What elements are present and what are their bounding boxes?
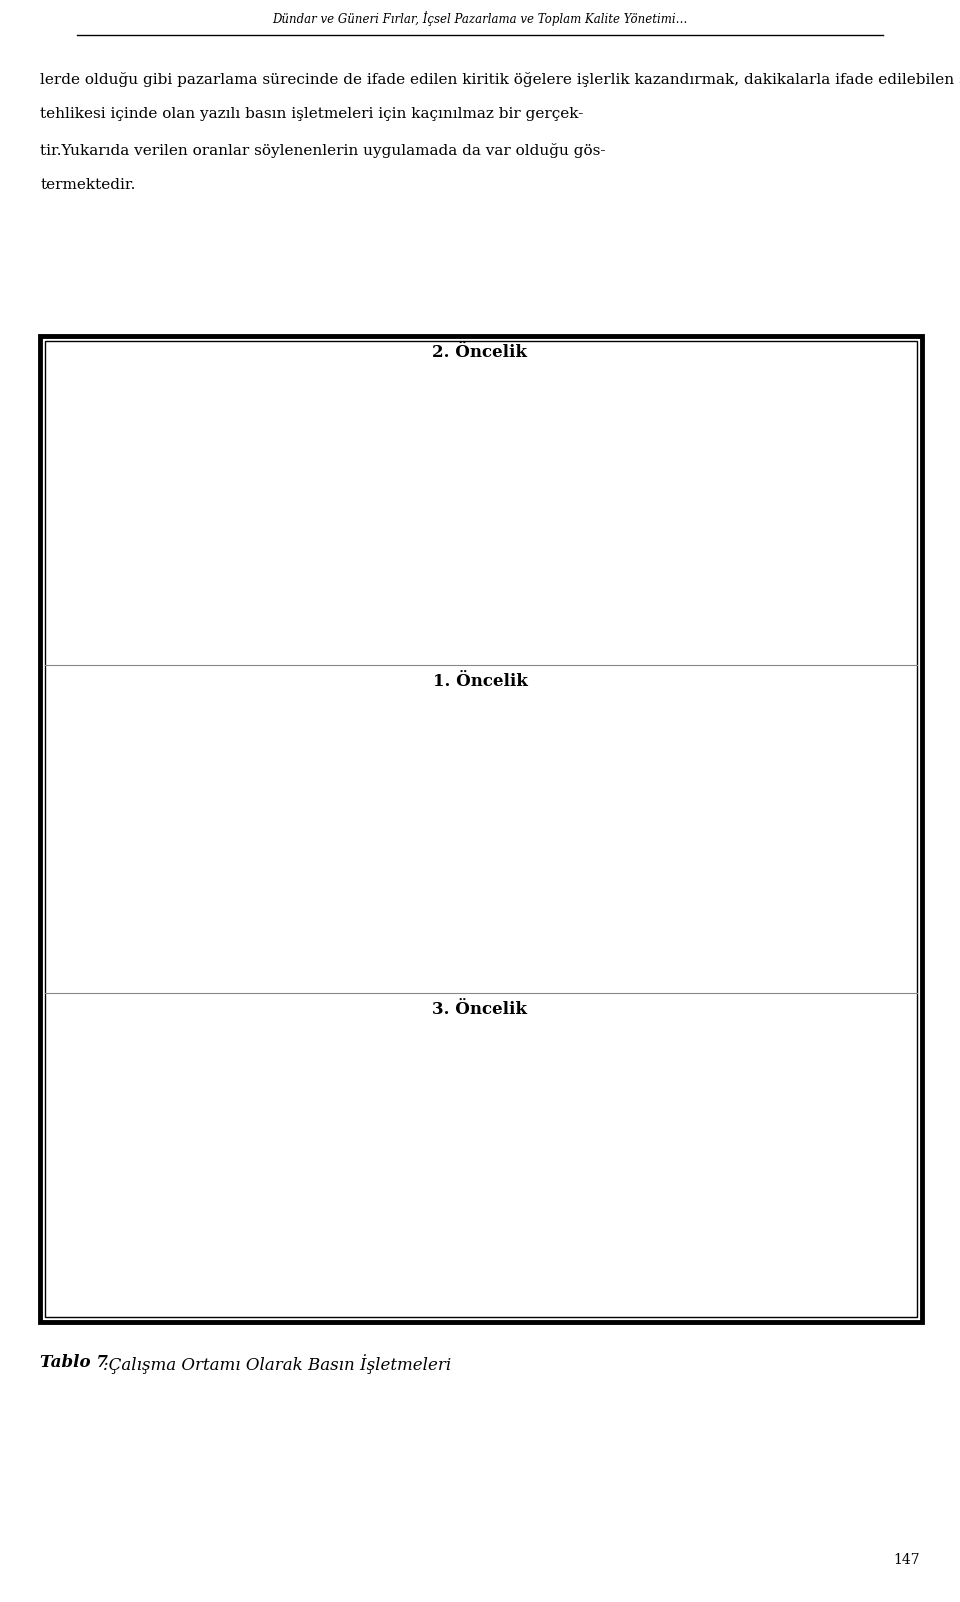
- Text: Fikir Paylaşımı: Fikir Paylaşımı: [563, 564, 662, 577]
- Text: Dündar ve Güneri Fırlar, İçsel Pazarlama ve Toplam Kalite Yönetimi…: Dündar ve Güneri Fırlar, İçsel Pazarlama…: [273, 11, 687, 26]
- Polygon shape: [174, 835, 275, 897]
- Text: 9%: 9%: [233, 575, 253, 588]
- Text: 3%: 3%: [165, 1226, 185, 1240]
- Polygon shape: [156, 835, 230, 889]
- Text: Bütünleşme+Verimlilik: Bütünleşme+Verimlilik: [560, 1261, 706, 1274]
- Text: 39%: 39%: [85, 1129, 113, 1144]
- Text: 26%: 26%: [355, 500, 383, 513]
- Text: lerde olduğu gibi pazarlama sürecinde de ifade edilen kiritik öğelere işlerlik k: lerde olduğu gibi pazarlama sürecinde de…: [40, 72, 960, 87]
- Text: Grupsal Başarım: Grupsal Başarım: [560, 1069, 666, 1081]
- Polygon shape: [116, 831, 230, 875]
- Bar: [512, 606, 550, 622]
- Polygon shape: [142, 835, 230, 883]
- Text: 1. Öncelik: 1. Öncelik: [433, 673, 527, 690]
- Text: 29%: 29%: [326, 1109, 354, 1123]
- Polygon shape: [273, 551, 308, 578]
- Bar: [40, 336, 922, 1322]
- Text: Bütünleşme+Verimlilik: Bütünleşme+Verimlilik: [563, 607, 717, 620]
- Polygon shape: [156, 883, 174, 902]
- Polygon shape: [230, 772, 344, 835]
- Bar: [512, 891, 550, 907]
- Text: Örgüt, merkazdir: Örgüt, merkazdir: [563, 806, 679, 820]
- Text: 3%: 3%: [121, 881, 141, 894]
- Bar: [512, 433, 550, 450]
- Bar: [512, 389, 550, 407]
- Text: Sosyal+Siyasal Eşitlik: Sosyal+Siyasal Eşitlik: [563, 434, 711, 447]
- Polygon shape: [209, 564, 273, 582]
- Text: Sosyal+Siyasal Eşitlik: Sosyal+Siyasal Eşitlik: [560, 1107, 701, 1120]
- Polygon shape: [308, 460, 345, 566]
- Bar: [45, 341, 917, 1317]
- Polygon shape: [157, 1163, 230, 1218]
- Bar: [512, 847, 550, 865]
- Text: Tablo 7: Tablo 7: [40, 1354, 108, 1371]
- Polygon shape: [116, 1101, 230, 1211]
- Text: Açık, Katılımcı
Yönetim: Açık, Katılımcı Yönetim: [563, 843, 660, 870]
- Text: 3%: 3%: [141, 891, 160, 904]
- Text: 15%: 15%: [208, 904, 236, 916]
- Text: 12%: 12%: [268, 428, 296, 441]
- Polygon shape: [116, 444, 230, 567]
- Text: Açık, Katılımcı Yönetim: Açık, Katılımcı Yönetim: [560, 1184, 707, 1197]
- Polygon shape: [230, 444, 308, 506]
- Text: 24%: 24%: [309, 771, 337, 783]
- Text: 147: 147: [893, 1552, 920, 1567]
- Polygon shape: [230, 506, 308, 564]
- Text: Grupsal Başarım: Grupsal Başarım: [563, 719, 675, 734]
- Text: Grupsal Başarım: Grupsal Başarım: [563, 391, 675, 405]
- Bar: [512, 1259, 547, 1274]
- Bar: [512, 519, 550, 537]
- Text: 2. Öncelik: 2. Öncelik: [433, 344, 527, 362]
- Text: Açık, Katılımcı Yönetim: Açık, Katılımcı Yönetim: [563, 521, 718, 533]
- Polygon shape: [209, 506, 273, 569]
- Polygon shape: [275, 828, 345, 905]
- Text: 3. Öncelik: 3. Öncelik: [433, 1001, 527, 1019]
- Polygon shape: [116, 1101, 230, 1224]
- Polygon shape: [230, 1101, 345, 1177]
- Text: 12%: 12%: [84, 852, 112, 865]
- Text: 3%: 3%: [142, 1219, 162, 1232]
- Polygon shape: [157, 1211, 176, 1232]
- Polygon shape: [116, 772, 230, 835]
- Text: Sosyal+Siyasal Eşitlik: Sosyal+Siyasal Eşitlik: [563, 763, 711, 775]
- Text: tir.Yukarıda verilen oranlar söylenenlerin uygulamada da var olduğu gös-: tir.Yukarıda verilen oranlar söylenenler…: [40, 143, 606, 157]
- Bar: [512, 761, 550, 779]
- Polygon shape: [230, 1101, 345, 1192]
- Text: termektedir.: termektedir.: [40, 178, 135, 192]
- Bar: [512, 1182, 547, 1198]
- Text: :Çalışma Ortamı Olarak Basın İşletmeleri: :Çalışma Ortamı Olarak Basın İşletmeleri: [103, 1354, 451, 1373]
- Polygon shape: [230, 460, 345, 551]
- Polygon shape: [142, 875, 156, 896]
- Text: 0%: 0%: [272, 570, 292, 583]
- Text: Fikir Paylaşımı: Fikir Paylaşımı: [563, 892, 662, 905]
- Bar: [512, 1144, 547, 1160]
- Text: 26%: 26%: [283, 1224, 311, 1237]
- Text: 6%: 6%: [295, 564, 315, 577]
- Text: 25%: 25%: [120, 772, 148, 785]
- Polygon shape: [116, 831, 142, 888]
- Polygon shape: [174, 889, 275, 910]
- Text: Örgüt, merkazdir: Örgüt, merkazdir: [563, 477, 679, 492]
- Polygon shape: [116, 444, 230, 582]
- Text: 47%: 47%: [78, 492, 106, 505]
- Text: Fikir Paylaşımı: Fikir Paylaşımı: [560, 1222, 654, 1235]
- Text: 21%: 21%: [336, 867, 364, 879]
- Bar: [512, 1069, 547, 1083]
- Polygon shape: [195, 1163, 341, 1226]
- Text: 0%3%: 0%3%: [143, 1224, 183, 1237]
- Text: Örgüt, merkazdir: Örgüt, merkazdir: [560, 1144, 670, 1160]
- Text: Bütünleşme+Verimlilik: Bütünleşme+Verimlilik: [563, 936, 717, 948]
- Polygon shape: [195, 1177, 341, 1238]
- Polygon shape: [176, 1218, 195, 1235]
- Bar: [512, 1221, 547, 1235]
- Bar: [512, 718, 550, 735]
- Polygon shape: [230, 828, 345, 892]
- Bar: [512, 476, 550, 493]
- Bar: [512, 804, 550, 822]
- Bar: [512, 1107, 547, 1121]
- Bar: [512, 562, 550, 578]
- Text: tehlikesi içinde olan yazılı basın işletmeleri için kaçınılmaz bir gerçek-: tehlikesi içinde olan yazılı basın işlet…: [40, 107, 584, 122]
- Bar: [512, 934, 550, 950]
- Polygon shape: [176, 1163, 230, 1222]
